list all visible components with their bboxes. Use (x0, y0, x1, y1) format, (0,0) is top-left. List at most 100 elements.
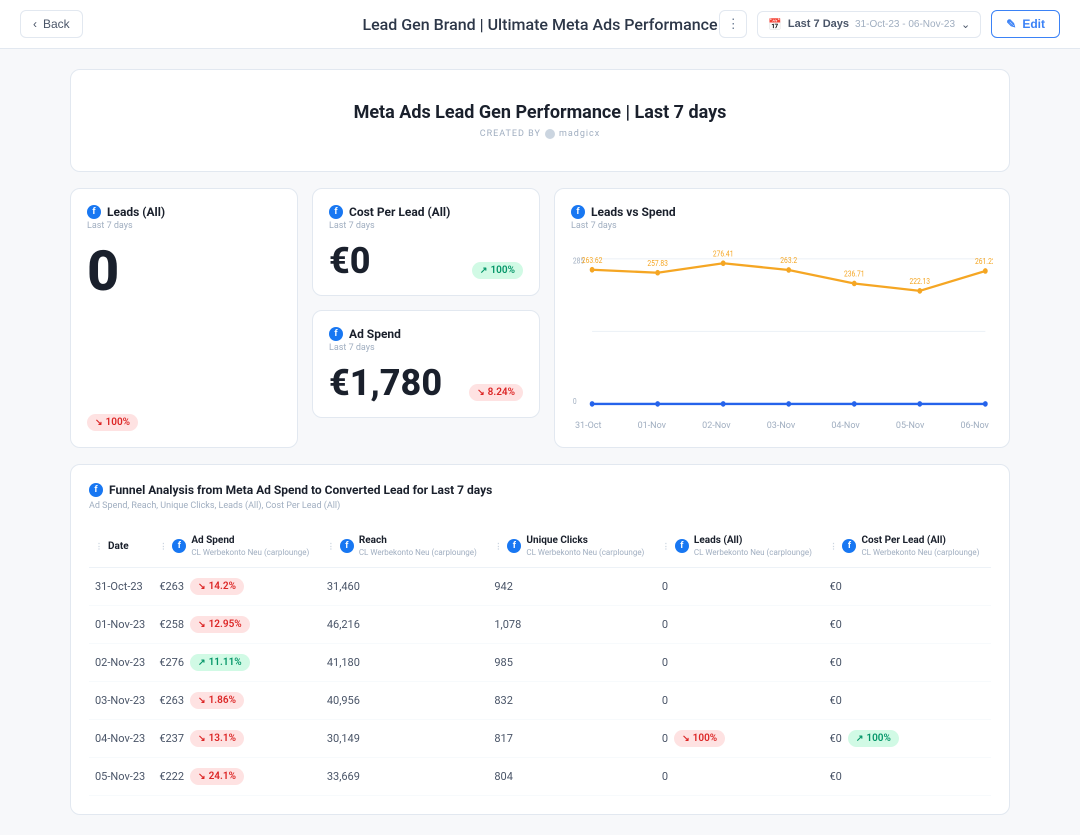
table-row: 05-Nov-23 €222 24.1% 33,669 804 0 €0 (89, 758, 991, 796)
date-main-label: Last 7 Days (788, 18, 849, 30)
cell-date: 01-Nov-23 (89, 606, 153, 644)
topbar-actions: ⋮ 📅 Last 7 Days 31-Oct-23 - 06-Nov-23 ⌄ … (719, 10, 1060, 38)
chart-x-label: 05-Nov (896, 421, 924, 431)
sort-icon: ⋮ (95, 542, 103, 551)
chart-card: f Leads vs Spend Last 7 days 2850263.622… (554, 188, 1010, 448)
facebook-icon: f (340, 539, 354, 553)
table-column-header[interactable]: ⋮fCost Per Lead (All)CL Werbekonto Neu (… (823, 525, 991, 568)
cell-leads: 0 (656, 644, 824, 682)
trend-badge: 11.11% (190, 654, 250, 671)
metrics-grid: f Leads (All) Last 7 days 0 100% f Cost … (70, 188, 1010, 448)
funnel-title: Funnel Analysis from Meta Ad Spend to Co… (109, 483, 492, 497)
leads-title: Leads (All) (107, 205, 165, 219)
table-column-header[interactable]: ⋮fAd SpendCL Werbekonto Neu (carplounge) (153, 525, 321, 568)
kebab-menu-button[interactable]: ⋮ (719, 10, 747, 38)
cell-leads: 0 (656, 568, 824, 606)
column-sublabel: CL Werbekonto Neu (carplounge) (359, 548, 477, 557)
svg-text:263.62: 263.62 (582, 255, 603, 265)
hero-title: Meta Ads Lead Gen Performance | Last 7 d… (103, 102, 977, 123)
chart-x-label: 04-Nov (831, 421, 859, 431)
edit-button[interactable]: ✎ Edit (991, 10, 1060, 38)
trend-badge: 24.1% (190, 768, 244, 785)
svg-text:236.71: 236.71 (844, 269, 865, 279)
facebook-icon: f (329, 327, 343, 341)
facebook-icon: f (87, 205, 101, 219)
facebook-icon: f (507, 539, 521, 553)
cell-spend: €263 14.2% (153, 568, 321, 606)
hero-subtitle: CREATED BY madgicx (103, 129, 977, 139)
column-label: Leads (All) (694, 535, 742, 546)
funnel-subtitle: Ad Spend, Reach, Unique Clicks, Leads (A… (89, 501, 991, 511)
cell-clicks: 804 (488, 758, 656, 796)
chart-x-axis: 31-Oct01-Nov02-Nov03-Nov04-Nov05-Nov06-N… (571, 421, 993, 431)
cell-reach: 46,216 (321, 606, 489, 644)
sort-icon: ⋮ (829, 542, 837, 551)
table-row: 04-Nov-23 €237 13.1% 30,149 817 0 100% €… (89, 720, 991, 758)
cell-spend: €263 1.86% (153, 682, 321, 720)
cell-date: 31-Oct-23 (89, 568, 153, 606)
spend-title: Ad Spend (349, 327, 401, 341)
cell-reach: 31,460 (321, 568, 489, 606)
cell-spend: €276 11.11% (153, 644, 321, 682)
facebook-icon: f (329, 205, 343, 219)
spend-metric-card: f Ad Spend Last 7 days €1,780 8.24% (312, 310, 540, 418)
cpl-trend-value: 100% (490, 265, 515, 276)
table-column-header[interactable]: ⋮fReachCL Werbekonto Neu (carplounge) (321, 525, 489, 568)
table-column-header[interactable]: ⋮fUnique ClicksCL Werbekonto Neu (carplo… (488, 525, 656, 568)
chart-x-label: 06-Nov (960, 421, 988, 431)
trend-down-icon (198, 582, 206, 592)
svg-text:0: 0 (573, 396, 577, 406)
trend-badge: 12.95% (190, 616, 250, 633)
cell-spend: €258 12.95% (153, 606, 321, 644)
chart-title: Leads vs Spend (591, 205, 676, 219)
date-range-label: 31-Oct-23 - 06-Nov-23 (855, 19, 955, 30)
sort-icon: ⋮ (159, 542, 167, 551)
table-row: 02-Nov-23 €276 11.11% 41,180 985 0 €0 (89, 644, 991, 682)
trend-down-icon (477, 388, 485, 398)
cell-cpl: €0 (823, 644, 991, 682)
cell-date: 02-Nov-23 (89, 644, 153, 682)
cell-clicks: 985 (488, 644, 656, 682)
back-button[interactable]: ‹ Back (20, 10, 83, 38)
trend-down-icon (198, 620, 206, 630)
cell-leads: 0 (656, 606, 824, 644)
leads-value: 0 (87, 243, 281, 299)
spend-value: €1,780 (329, 365, 442, 401)
created-by-label: CREATED BY (480, 129, 541, 139)
cpl-title: Cost Per Lead (All) (349, 205, 450, 219)
cell-date: 04-Nov-23 (89, 720, 153, 758)
chart-sub: Last 7 days (571, 221, 993, 231)
chart-x-label: 02-Nov (702, 421, 730, 431)
facebook-icon: f (89, 483, 103, 497)
table-column-header[interactable]: ⋮fLeads (All)CL Werbekonto Neu (carploun… (656, 525, 824, 568)
column-sublabel: CL Werbekonto Neu (carplounge) (694, 548, 812, 557)
brand-logo-icon (545, 129, 555, 139)
leads-sub: Last 7 days (87, 221, 281, 231)
svg-text:261.22: 261.22 (975, 257, 993, 267)
trend-down-icon (682, 734, 690, 744)
facebook-icon: f (172, 539, 186, 553)
cpl-metric-card: f Cost Per Lead (All) Last 7 days €0 100… (312, 188, 540, 296)
trend-up-icon (856, 734, 864, 744)
cell-leads: 0 (656, 682, 824, 720)
trend-up-icon (198, 658, 206, 668)
cell-reach: 33,669 (321, 758, 489, 796)
cell-clicks: 1,078 (488, 606, 656, 644)
leads-vs-spend-chart: 2850263.62257.83276.41263.2236.71222.132… (571, 243, 993, 413)
facebook-icon: f (675, 539, 689, 553)
date-range-picker[interactable]: 📅 Last 7 Days 31-Oct-23 - 06-Nov-23 ⌄ (757, 11, 981, 38)
funnel-card: f Funnel Analysis from Meta Ad Spend to … (70, 464, 1010, 815)
facebook-icon: f (571, 205, 585, 219)
svg-text:276.41: 276.41 (713, 249, 734, 259)
cell-reach: 40,956 (321, 682, 489, 720)
cpl-value: €0 (329, 243, 371, 279)
svg-text:257.83: 257.83 (647, 258, 668, 268)
trend-badge: 100% (674, 730, 725, 747)
facebook-icon: f (842, 539, 856, 553)
edit-label: Edit (1022, 17, 1045, 31)
table-column-header[interactable]: ⋮Date (89, 525, 153, 568)
cell-cpl: €0 100% (823, 720, 991, 758)
topbar: ‹ Back Lead Gen Brand | Ultimate Meta Ad… (0, 0, 1080, 49)
svg-text:263.2: 263.2 (780, 256, 797, 266)
trend-badge: 13.1% (190, 730, 244, 747)
